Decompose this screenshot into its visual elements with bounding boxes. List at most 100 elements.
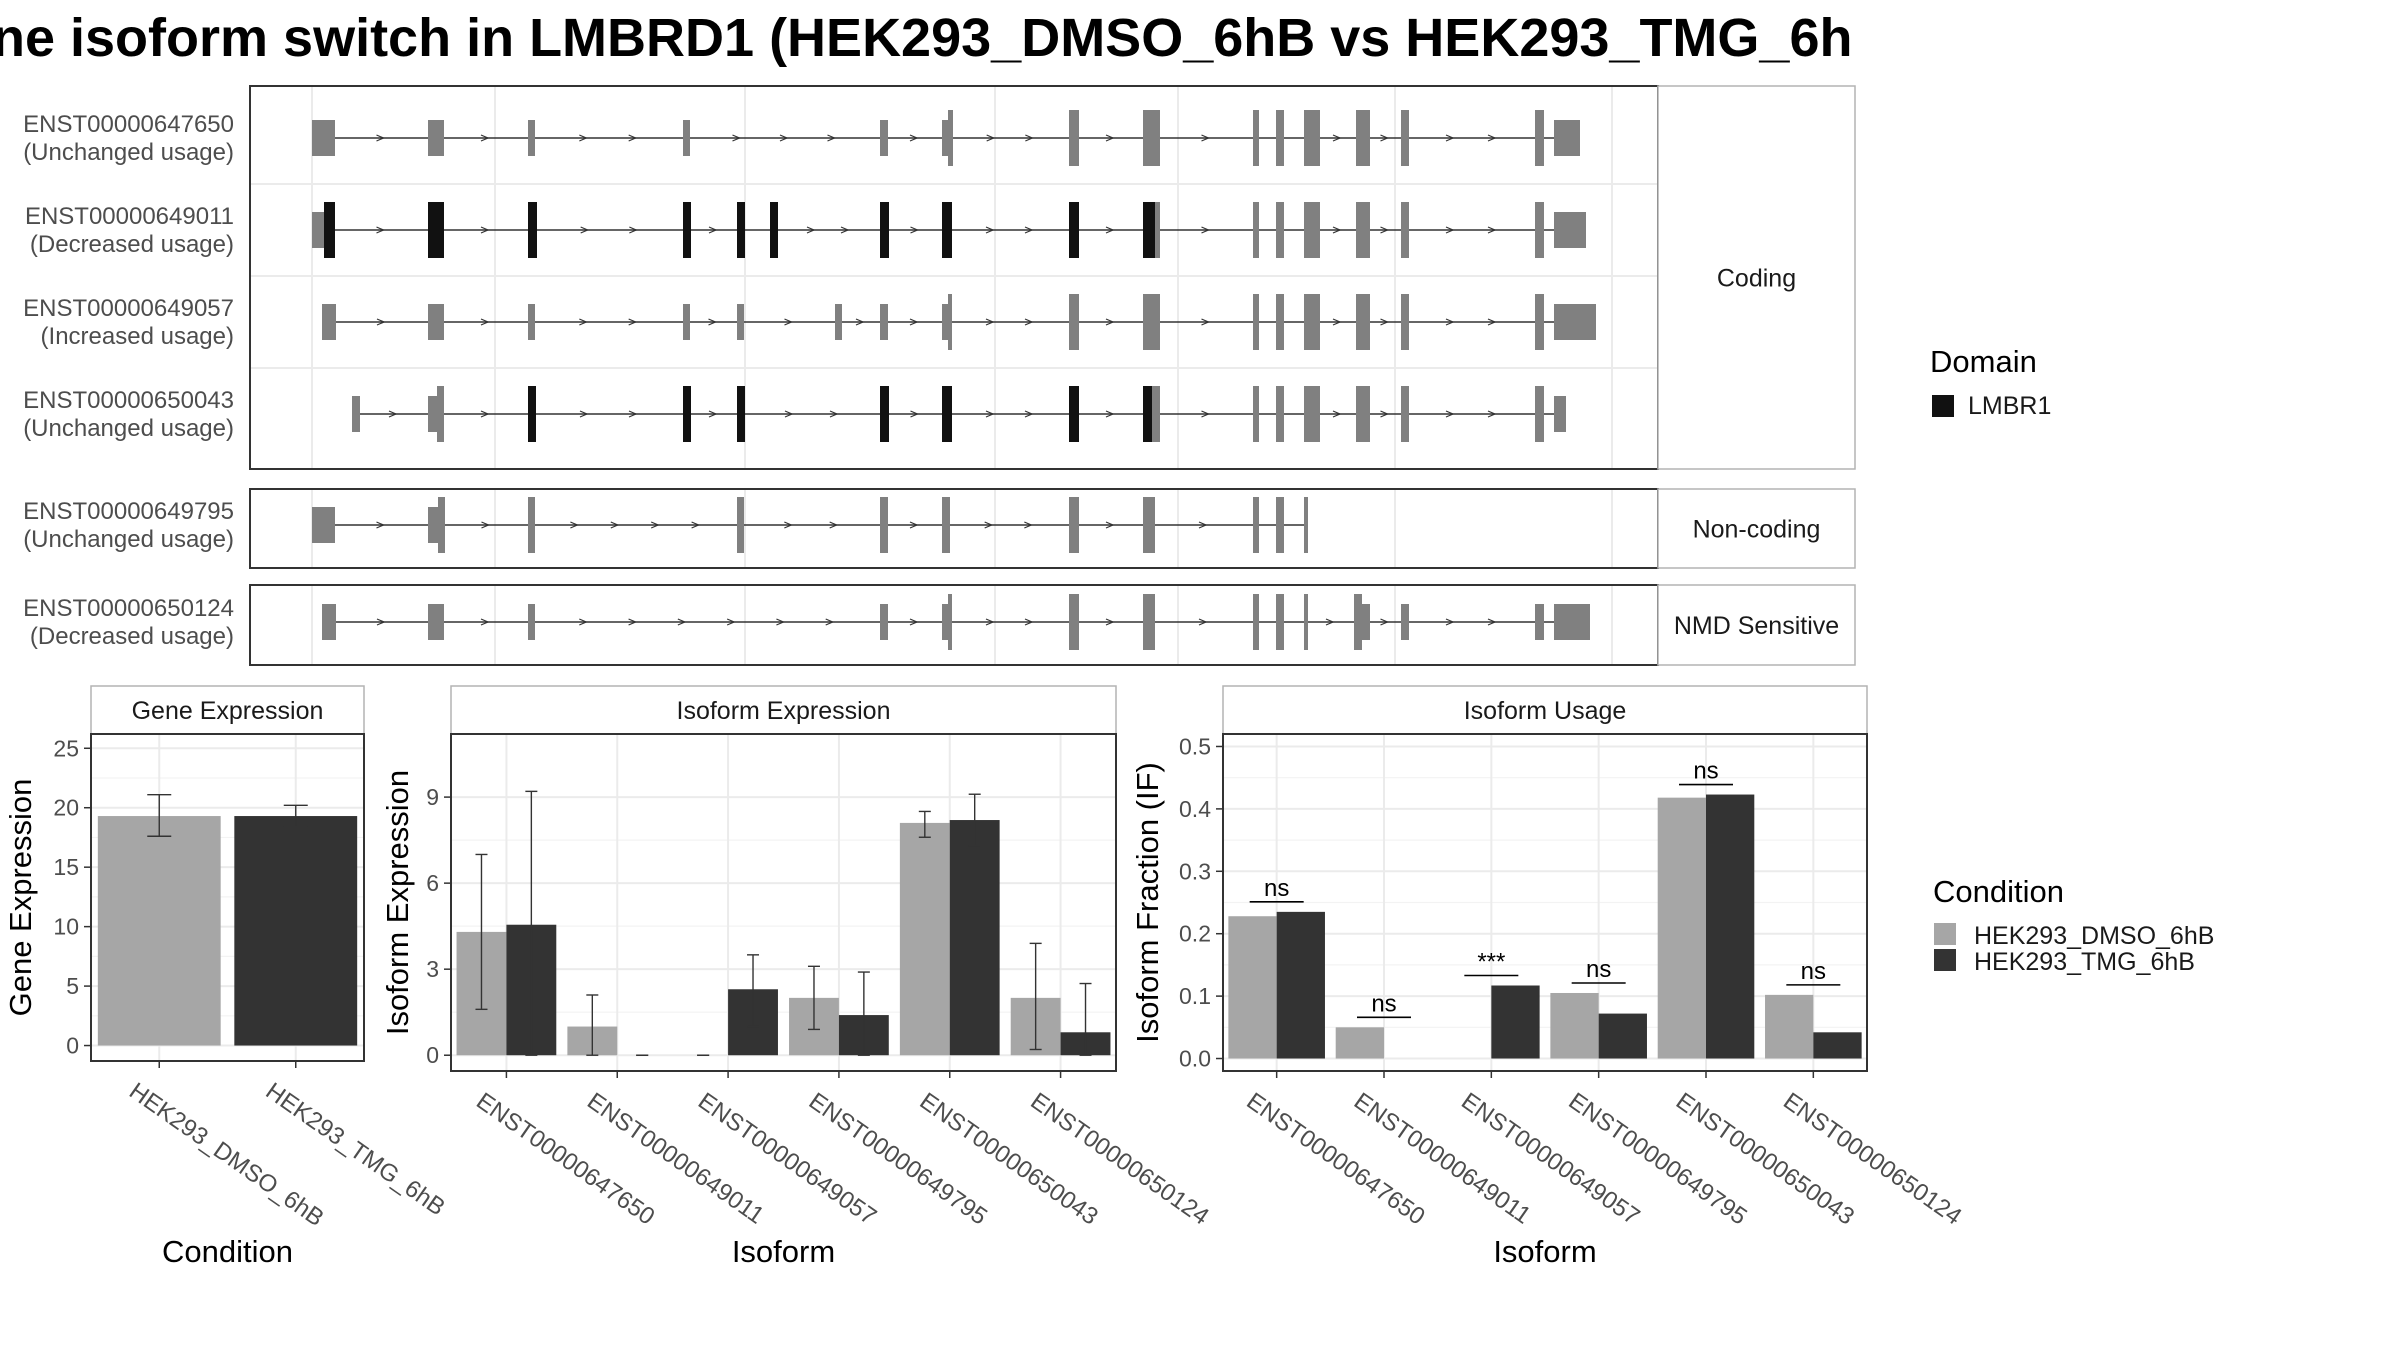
facet-strip-2 [1657, 584, 1856, 666]
strand-arrow [825, 618, 835, 626]
strand-arrow [984, 521, 994, 529]
exon [1356, 202, 1370, 258]
y-tick-label: 20 [53, 795, 79, 821]
exon [1535, 110, 1544, 166]
exon [1535, 294, 1544, 350]
exon [1143, 294, 1160, 350]
exon [1253, 294, 1259, 350]
strand-arrow [784, 410, 794, 418]
exon [1401, 294, 1409, 350]
transcript-id: ENST00000647650 [23, 111, 234, 138]
exon [1276, 110, 1284, 166]
strand-arrow [1198, 521, 1208, 529]
strand-arrow [650, 521, 660, 529]
strand-arrow [480, 410, 490, 418]
strand-arrow [579, 318, 588, 326]
bar [1276, 911, 1325, 1059]
transcript-usage: (Unchanged usage) [23, 139, 234, 166]
strand-arrow [1445, 134, 1455, 142]
domain-exon [942, 386, 952, 442]
significance-label: ns [1693, 758, 1718, 785]
bar [1228, 916, 1277, 1059]
strand-arrow [376, 134, 386, 142]
exon [1356, 386, 1370, 442]
exon [428, 604, 444, 640]
strand-arrow [480, 318, 490, 326]
exon [880, 604, 888, 640]
transcript-row: ENST00000650124(Decreased usage) [23, 594, 1590, 650]
strand-arrow [985, 618, 995, 626]
strand-arrow [1105, 318, 1115, 326]
transcript-id: ENST00000650124 [23, 595, 234, 622]
exon [948, 594, 952, 650]
bar [949, 820, 1000, 1056]
strand-arrow [376, 318, 386, 326]
exon [1554, 304, 1596, 340]
facet-panel-1 [249, 488, 1659, 569]
strand-arrow [1325, 618, 1335, 626]
y-tick-label: 0.4 [1179, 796, 1211, 822]
exon [1401, 110, 1409, 166]
strand-arrow [1332, 226, 1342, 234]
legend-label: LMBR1 [1968, 392, 2051, 420]
bar [1335, 1027, 1384, 1059]
bar [1598, 1013, 1647, 1059]
exon [1304, 386, 1320, 442]
strand-arrow [1445, 226, 1455, 234]
strand-arrow [1105, 618, 1115, 626]
strand-arrow [1445, 618, 1455, 626]
facet-label: NMD Sensitive [1674, 612, 1839, 640]
transcript-usage: (Decreased usage) [30, 231, 234, 258]
exon [880, 120, 888, 156]
exon [1356, 110, 1370, 166]
bar [1765, 994, 1814, 1059]
exon [1253, 594, 1259, 650]
strand-arrow [1025, 134, 1034, 142]
strand-arrow [1024, 618, 1034, 626]
exon [528, 120, 535, 156]
exon [1554, 604, 1590, 640]
significance-label: *** [1477, 949, 1505, 976]
y-tick-label: 6 [426, 870, 439, 896]
strand-arrow [708, 318, 718, 326]
strand-arrow [1380, 410, 1390, 418]
exon [1069, 110, 1079, 166]
exon [312, 212, 326, 248]
exon [1535, 386, 1544, 442]
isoform-expression-panel: Isoform Expression0369ENST00000647650ENS… [380, 685, 1214, 1269]
exon [1362, 604, 1370, 640]
domain-exon [1069, 202, 1079, 258]
y-tick-label: 0.5 [1179, 733, 1211, 759]
x-tick-label: ENST00000647650 [1242, 1088, 1430, 1231]
plot-bg [451, 734, 1116, 1071]
strand-arrow [909, 134, 919, 142]
transcript-structure-panel: Coding Non-coding NMD Sensitive ENST0000064… [23, 85, 1856, 666]
strand-arrow [986, 134, 996, 142]
x-tick-label: ENST00000649011 [1349, 1088, 1536, 1230]
strand-arrow [779, 134, 789, 142]
exon [1401, 202, 1409, 258]
exon [835, 304, 842, 340]
strand-arrow [784, 521, 793, 529]
domain-exon [683, 386, 691, 442]
exon [438, 497, 445, 553]
exon [1304, 202, 1320, 258]
exon [1554, 212, 1586, 248]
strand-arrow [1201, 410, 1211, 418]
bar [97, 816, 221, 1046]
exon [1143, 497, 1155, 553]
x-tick-label: ENST00000650043 [915, 1088, 1103, 1231]
exon [1069, 294, 1079, 350]
domain-exon [737, 386, 745, 442]
isoform-usage-panel: Isoform Usage ns ns *** ns ns ns 0.0 0.1 0.2 0.3 0.… [1130, 685, 1966, 1269]
significance-label: ns [1264, 875, 1289, 902]
strand-arrow [829, 521, 839, 529]
panel-strip [90, 685, 365, 735]
y-tick-label: 0.1 [1179, 983, 1211, 1009]
strand-arrow [1201, 226, 1211, 234]
strand-arrow [1201, 318, 1211, 326]
transcript-row: ENST00000649057(Increased usage) [23, 294, 1596, 350]
strand-arrow [1024, 410, 1034, 418]
bar [234, 816, 358, 1046]
x-tick-label: ENST00000649795 [804, 1088, 992, 1231]
